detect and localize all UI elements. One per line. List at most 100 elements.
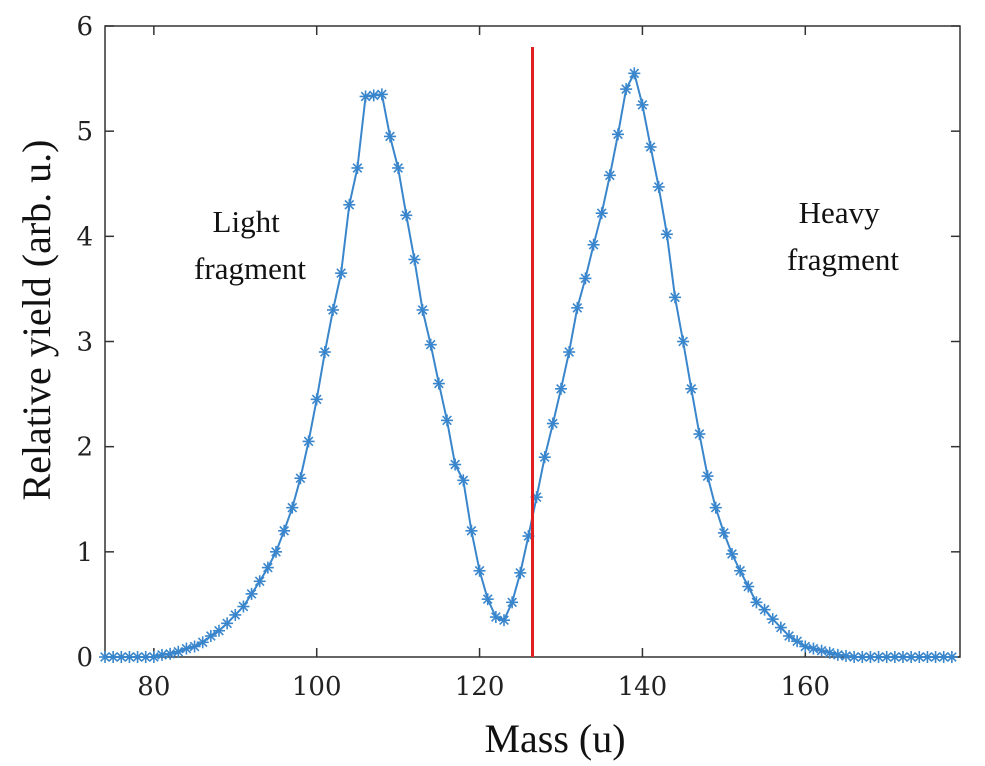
data-point [465, 524, 478, 537]
data-point [709, 501, 722, 514]
y-tick-label: 3 [76, 328, 93, 358]
data-point [384, 130, 396, 143]
y-tick-label: 6 [76, 12, 93, 42]
data-point [139, 651, 152, 663]
data-point [278, 524, 291, 537]
data-point [693, 428, 706, 441]
data-point [579, 272, 592, 285]
data-point [644, 140, 657, 153]
y-tick-label: 2 [76, 433, 93, 463]
data-point [628, 67, 641, 80]
data-point [318, 346, 331, 359]
data-point [392, 161, 405, 174]
series-line [105, 70, 952, 658]
y-tick-label: 0 [76, 643, 93, 673]
data-point [514, 566, 527, 579]
data-point [660, 228, 673, 241]
data-point [848, 651, 861, 663]
data-point [261, 561, 274, 574]
annotation-heavy-fragment: Heavy fragment [787, 195, 899, 277]
data-point [750, 596, 763, 609]
data-point [327, 303, 339, 316]
annotation-heavy-line2: fragment [787, 242, 899, 277]
data-point [196, 636, 209, 649]
data-point [595, 207, 608, 220]
data-point [538, 451, 551, 464]
data-point [441, 414, 453, 427]
data-point [603, 169, 616, 182]
y-tick-label: 4 [76, 222, 93, 252]
data-point [237, 600, 250, 613]
data-point [840, 649, 852, 662]
x-tick-label: 100 [292, 672, 342, 702]
y-tick-label: 1 [76, 538, 93, 568]
data-point [774, 621, 787, 634]
data-point [164, 647, 177, 660]
data-point [620, 83, 633, 96]
y-tick-label: 5 [76, 117, 93, 147]
data-point [913, 651, 926, 663]
data-point [408, 253, 421, 266]
data-point [213, 624, 225, 637]
data-point [310, 393, 323, 406]
data-point [432, 377, 445, 390]
y-axis-title: Relative yield (arb. u.) [14, 140, 59, 501]
x-axis-title: Mass (u) [484, 716, 625, 761]
data-point [677, 335, 690, 348]
data-point [424, 338, 437, 351]
data-point [921, 651, 934, 663]
data-point [335, 267, 348, 280]
data-point [400, 209, 413, 222]
data-point [669, 291, 681, 304]
x-tick-label: 160 [780, 672, 830, 702]
data-point [815, 644, 828, 657]
data-point [726, 547, 738, 560]
data-point [587, 238, 600, 251]
data-point [204, 629, 217, 642]
data-point [571, 301, 584, 314]
data-point [180, 642, 193, 655]
data-point [343, 198, 356, 211]
data-point [831, 648, 844, 661]
annotation-heavy-line1: Heavy [799, 195, 880, 230]
annotation-light-fragment: Light fragment [194, 204, 306, 286]
data-point [734, 564, 747, 577]
data-point [351, 161, 364, 174]
series-layer [99, 67, 958, 663]
data-point [636, 98, 649, 111]
data-point [270, 545, 282, 558]
data-point [758, 603, 771, 616]
data-point [481, 593, 494, 606]
data-point [945, 651, 958, 663]
data-point [685, 382, 698, 395]
data-point [359, 90, 372, 103]
data-point [791, 635, 804, 648]
data-point [897, 651, 909, 663]
x-axis-ticks: 80 100 120 140 160 [137, 26, 830, 702]
data-point [123, 651, 136, 663]
data-point [302, 435, 315, 448]
data-point [449, 458, 462, 471]
data-point [294, 472, 307, 485]
data-point [286, 501, 299, 514]
data-point [742, 580, 755, 593]
data-point [457, 474, 470, 487]
data-point [498, 614, 510, 627]
data-point [717, 526, 730, 539]
x-tick-label: 80 [137, 672, 170, 702]
x-tick-label: 140 [618, 672, 668, 702]
data-point [555, 382, 567, 395]
data-point [799, 640, 812, 653]
data-point [147, 651, 160, 663]
annotation-light-line2: fragment [194, 251, 306, 286]
data-point [823, 646, 836, 659]
data-point [652, 180, 665, 193]
data-point [563, 346, 576, 359]
data-point [253, 575, 266, 588]
x-tick-label: 120 [455, 672, 505, 702]
data-point [221, 617, 234, 630]
data-point [156, 648, 168, 661]
data-point [612, 128, 624, 141]
data-point [807, 642, 820, 655]
